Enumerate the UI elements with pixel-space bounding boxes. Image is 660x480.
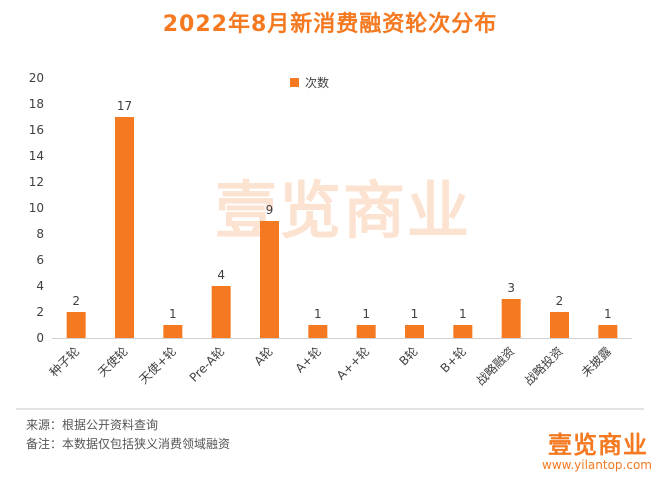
bar [405,325,424,338]
data-label: 4 [217,268,225,282]
data-label: 9 [266,203,274,217]
brand-logo: 壹览商业 [548,431,648,459]
bar [550,312,569,338]
chart-title: 2022年8月新消费融资轮次分布 [162,12,498,37]
x-tick-label: A+轮 [293,344,324,375]
data-label: 2 [556,294,564,308]
remark-note: 备注：本数据仅包括狭义消费领域融资 [26,437,231,451]
data-label: 1 [604,307,612,321]
bar [66,312,86,338]
data-label: 1 [362,307,370,321]
bar [260,221,279,338]
x-tick-label: B+轮 [438,344,469,375]
footer-divider [16,408,644,410]
y-tick-label: 4 [36,279,44,293]
x-tick-label: A轮 [251,344,275,368]
brand-url: www.yilantop.com [542,458,652,472]
y-tick-label: 16 [29,123,44,137]
x-tick-label: A++轮 [334,344,372,382]
y-tick-label: 12 [29,175,44,189]
x-tick-label: B轮 [396,344,420,368]
x-tick-label: 未披露 [579,344,614,379]
legend-label: 次数 [305,75,329,90]
data-label: 1 [169,307,177,321]
y-tick-label: 6 [36,253,44,267]
source-note: 来源：根据公开资料查询 [26,418,159,432]
x-tick-label: 天使+轮 [136,344,179,387]
bar [453,325,473,338]
bar-chart: 024681012141618202种子轮17天使轮1天使+轮4Pre-A轮9A… [29,71,632,389]
bar [211,286,231,338]
y-tick-label: 8 [36,227,44,241]
x-tick-label: 种子轮 [47,344,82,379]
bar [598,325,618,338]
x-tick-label: 战略投资 [521,344,566,389]
bar [163,325,183,338]
data-label: 2 [72,294,80,308]
legend-swatch [290,78,299,87]
x-tick-label: 天使轮 [95,344,131,380]
data-label: 1 [314,307,322,321]
data-label: 3 [507,281,515,295]
data-label: 1 [459,307,467,321]
y-tick-label: 0 [36,331,44,345]
bar [356,325,376,338]
y-tick-label: 20 [29,71,44,85]
data-label: 1 [411,307,419,321]
y-tick-label: 14 [29,149,44,163]
bar [308,325,328,338]
x-tick-label: Pre-A轮 [187,344,228,385]
bar [501,299,521,338]
y-tick-label: 18 [29,97,44,111]
bar [115,117,134,338]
data-label: 17 [117,99,132,113]
y-tick-label: 10 [29,201,44,215]
x-tick-label: 战略融资 [473,344,518,389]
y-tick-label: 2 [36,305,44,319]
